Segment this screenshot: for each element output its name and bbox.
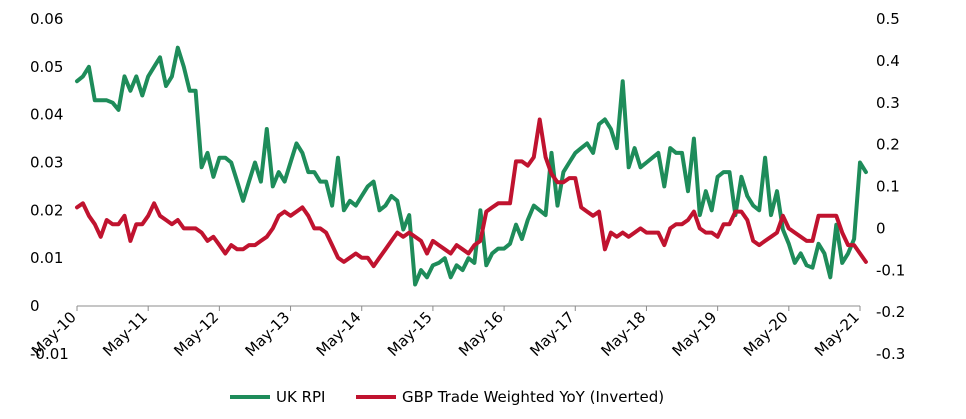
legend-swatch-gbp-trade-weighted <box>356 395 396 399</box>
right-tick-label: 0.5 <box>876 10 900 28</box>
x-tick-label: May-20 <box>740 308 792 360</box>
legend-label-gbp-trade-weighted: GBP Trade Weighted YoY (Inverted) <box>402 388 665 406</box>
right-tick-label: 0.2 <box>876 136 900 154</box>
x-tick-label: May-19 <box>669 308 721 360</box>
chart-plot: 0 0.01 0.02 0.03 0.04 0.05 0.06 -0.01 -0.3 -0.2 -0… <box>28 10 905 363</box>
legend-swatch-uk-rpi <box>230 395 270 399</box>
left-tick-label: 0.02 <box>30 201 63 219</box>
right-tick-label: 0.4 <box>876 52 900 70</box>
x-tick-label: May-21 <box>811 308 863 360</box>
left-tick-label: 0.01 <box>30 249 63 267</box>
right-tick-label: -0.3 <box>876 345 905 363</box>
left-tick-label: 0.03 <box>30 154 63 172</box>
right-tick-label: 0.3 <box>876 94 900 112</box>
left-tick-label: 0 <box>30 297 40 315</box>
left-tick-label: 0.04 <box>30 106 63 124</box>
right-tick-label: -0.2 <box>876 303 905 321</box>
left-tick-label: 0.05 <box>30 58 63 76</box>
right-tick-label: -0.1 <box>876 261 905 279</box>
x-tick-label: May-16 <box>455 308 507 360</box>
x-tick-label: May-11 <box>99 308 151 360</box>
legend-item-uk-rpi: UK RPI <box>230 388 325 406</box>
series-line-uk-rpi <box>75 45 868 287</box>
left-tick-label: -0.01 <box>30 345 69 363</box>
right-tick-label: 0.1 <box>876 178 900 196</box>
x-tick-label: May-14 <box>313 308 365 360</box>
legend-label-uk-rpi: UK RPI <box>276 388 326 406</box>
x-tick-label: May-15 <box>384 308 436 360</box>
right-tick-label: 0 <box>876 219 886 237</box>
x-tick-label: May-12 <box>170 308 222 360</box>
x-tick-label: May-18 <box>597 308 649 360</box>
left-tick-label: 0.06 <box>30 10 63 28</box>
series-line-gbp-trade-weighted-yoy-inverted <box>75 117 868 269</box>
x-tick-label: May-17 <box>526 308 578 360</box>
legend-item-gbp-trade-weighted: GBP Trade Weighted YoY (Inverted) <box>356 388 664 406</box>
chart-legend: UK RPI GBP Trade Weighted YoY (Inverted) <box>0 388 966 410</box>
x-tick-label: May-13 <box>242 308 294 360</box>
